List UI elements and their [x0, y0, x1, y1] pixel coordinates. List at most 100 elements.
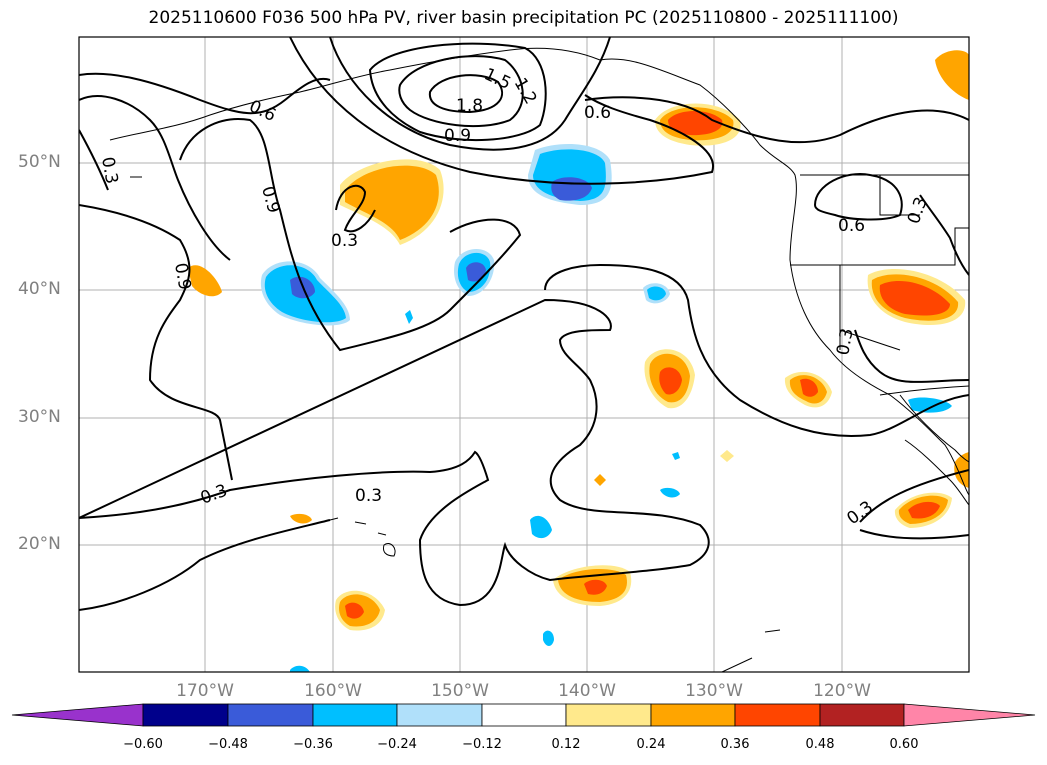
pv-contour-0.3-south	[79, 298, 710, 607]
pv-contour-0.3-northeast	[584, 96, 969, 144]
colorbar-segment	[481, 703, 567, 727]
precip-blob-pos	[879, 280, 950, 316]
hawaii-islands	[329, 517, 396, 557]
precip-blob-pos	[584, 579, 607, 595]
pv-contour-0.3-east-coast	[854, 329, 969, 383]
precip-blob-pos	[594, 474, 606, 486]
lon-label-130w: 130°W	[685, 681, 743, 701]
pv-contour-0.6-west	[79, 72, 331, 115]
contour-label: 0.6	[584, 103, 611, 123]
precip-blob-pos	[290, 513, 312, 524]
precip-blob-pos	[345, 602, 364, 619]
precip-blob-pos	[908, 501, 940, 519]
pv-contour-0.3-far-south	[79, 519, 331, 611]
lat-label-50n: 50°N	[18, 152, 61, 172]
pv-contour-0.6-east	[813, 173, 903, 221]
contour-label: 0.6	[838, 216, 865, 236]
pv-contour-0.6-mid	[79, 95, 231, 261]
colorbar-extend-high	[903, 703, 1036, 727]
colorbar-segment	[819, 703, 905, 727]
lat-label-40n: 40°N	[18, 279, 61, 299]
precip-blob-neg	[543, 630, 554, 646]
coastline-alaska-peninsula	[389, 47, 601, 71]
contour-label: 0.3	[97, 155, 121, 185]
colorbar-tick-label: 0.12	[551, 737, 581, 752]
contour-label: 0.3	[833, 327, 857, 357]
coastline-north-america	[599, 58, 969, 496]
lon-label-120w: 120°W	[813, 681, 871, 701]
baja-coast	[904, 439, 969, 506]
contour-label: 0.3	[355, 486, 382, 506]
precip-blob-neg	[660, 487, 680, 498]
coastline-gulf-california	[899, 394, 969, 463]
colorbar-tick-label: 0.60	[889, 737, 919, 752]
colorbar-tick-label: 0.48	[805, 737, 835, 752]
colorbar-segment	[650, 703, 736, 727]
lat-label-20n: 20°N	[18, 534, 61, 554]
colorbar-tick-label: 0.36	[720, 737, 750, 752]
precip-blob-neg	[647, 286, 666, 301]
pv-contour-0.3-southeast	[859, 469, 969, 540]
precip-blob-pos	[345, 165, 439, 240]
precip-blob-neg	[405, 310, 413, 324]
pv-contour-1.8	[428, 74, 504, 114]
lon-label-150w: 150°W	[431, 681, 489, 701]
colorbar-tick-label: −0.36	[293, 737, 333, 752]
lon-label-140w: 140°W	[558, 681, 616, 701]
lon-label-160w: 160°W	[304, 681, 362, 701]
colorbar-tick-label: −0.60	[123, 737, 163, 752]
coastlines	[109, 47, 969, 672]
colorbar-segment	[227, 703, 314, 727]
pv-contour-0.3-loop	[335, 184, 376, 233]
colorbar-extend-low	[11, 703, 144, 727]
pv-contours	[79, 37, 969, 611]
precip-blob-pos	[800, 378, 818, 397]
pv-contour-0.6	[289, 37, 715, 185]
colorbar-segment	[142, 703, 229, 727]
southern-coast	[721, 657, 753, 672]
pv-contour-0.9	[329, 37, 611, 151]
contour-label: 1.8	[456, 96, 483, 116]
colorbar-segment	[734, 703, 821, 727]
pv-contour-0.9-northwest	[79, 129, 109, 191]
precip-blob-neg	[530, 515, 552, 539]
precip-blob-neg	[908, 397, 952, 413]
colorbar-tick-label: −0.12	[462, 737, 502, 752]
precip-blob-pos	[954, 452, 969, 488]
precip-blob-neg	[466, 262, 486, 282]
colorbar	[11, 703, 1036, 727]
contour-label: 0.9	[170, 261, 194, 291]
pv-contour-1.2	[368, 42, 547, 142]
lat-label-30n: 30°N	[18, 407, 61, 427]
contour-label: 0.9	[444, 126, 471, 146]
precip-blob-pos	[188, 265, 222, 297]
colorbar-segment	[565, 703, 652, 727]
state-border	[879, 175, 920, 216]
precip-blob-pos	[720, 450, 734, 462]
colorbar-tick-label: 0.24	[636, 737, 666, 752]
map-axes	[79, 37, 969, 672]
map-title: 2025110600 F036 500 hPa PV, river basin …	[148, 8, 899, 28]
coastline-alaska-islands	[109, 69, 391, 141]
border-us-mexico	[879, 385, 969, 396]
state-border	[790, 227, 969, 266]
lon-label-170w: 170°W	[176, 681, 234, 701]
pv-contour-0.3-center	[544, 263, 969, 437]
precip-shading	[188, 50, 969, 672]
pv-contour-0.3-west	[79, 204, 233, 481]
pv-contour-0.3-east	[919, 194, 969, 276]
precip-blob-neg	[290, 665, 310, 672]
colorbar-segment	[396, 703, 483, 727]
colorbar-segment	[312, 703, 398, 727]
colorbar-tick-label: −0.48	[208, 737, 248, 752]
pv-contour-0.9-west	[179, 118, 522, 352]
state-border	[839, 265, 901, 351]
contour-label: 0.3	[331, 231, 358, 251]
map-frame	[78, 36, 970, 673]
island-dot	[130, 176, 781, 633]
pv-contour-1.5	[398, 55, 524, 128]
precip-blob-pos	[659, 367, 682, 395]
colorbar-tick-label: −0.24	[377, 737, 417, 752]
precip-blob-pos	[935, 50, 969, 100]
